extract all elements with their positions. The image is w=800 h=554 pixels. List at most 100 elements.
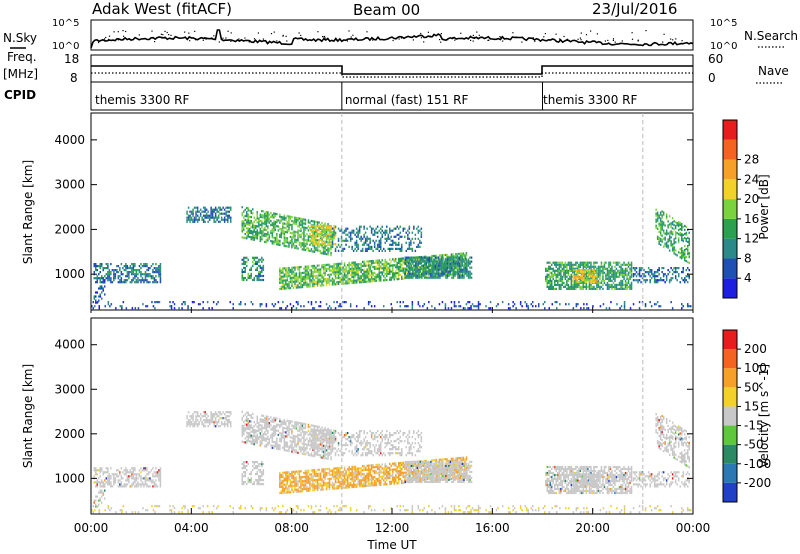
velocity-cell xyxy=(267,419,269,422)
power-cell xyxy=(276,233,278,236)
power-cell xyxy=(230,218,232,221)
power-cell xyxy=(315,301,317,304)
power-cell xyxy=(147,269,150,272)
velocity-cell xyxy=(244,467,246,470)
power-cell xyxy=(667,220,669,223)
noise-right-tick-top: 10^5 xyxy=(710,18,737,29)
power-cell xyxy=(453,269,456,272)
power-cell xyxy=(271,234,274,237)
velocity-cell xyxy=(252,465,254,468)
power-cell xyxy=(304,269,307,272)
velocity-cell xyxy=(246,431,248,434)
power-cell xyxy=(339,270,341,273)
power-cell xyxy=(98,273,100,276)
power-cell xyxy=(315,266,317,269)
power-cell xyxy=(617,263,619,266)
nsearch-point xyxy=(579,37,581,39)
power-cell xyxy=(95,269,97,272)
power-cell xyxy=(462,254,465,257)
power-cell xyxy=(564,273,567,276)
power-cell xyxy=(207,216,209,219)
velocity-cell xyxy=(137,485,139,488)
power-cell xyxy=(449,270,452,273)
power-cell xyxy=(354,271,356,274)
power-cell xyxy=(217,214,220,217)
power-cell xyxy=(346,227,349,230)
power-cell xyxy=(573,273,576,276)
power-cell xyxy=(682,279,684,282)
velocity-cell xyxy=(210,413,212,416)
power-cell xyxy=(288,219,290,222)
nsky-series-line xyxy=(90,29,694,49)
power-cell xyxy=(454,272,456,275)
power-cell xyxy=(364,239,367,242)
power-cell xyxy=(392,258,394,261)
power-cell xyxy=(609,279,612,282)
power-cell xyxy=(652,275,654,278)
velocity-cell xyxy=(246,423,248,426)
power-cell xyxy=(361,243,364,246)
power-cell xyxy=(328,241,331,244)
power-cell xyxy=(328,263,331,266)
power-cell xyxy=(650,271,653,274)
velocity-cell xyxy=(250,440,252,443)
power-cell xyxy=(294,216,296,219)
power-cell xyxy=(623,263,625,266)
power-cell xyxy=(343,229,346,232)
power-cell xyxy=(570,267,573,270)
velocity-cell xyxy=(95,467,97,470)
power-cell xyxy=(159,279,162,282)
velocity-cell xyxy=(125,467,127,470)
power-cell xyxy=(243,276,245,280)
power-cell xyxy=(596,277,598,280)
power-cell xyxy=(291,266,293,269)
power-cell xyxy=(463,268,465,271)
velocity-cell xyxy=(141,483,144,486)
power-cell xyxy=(193,301,195,304)
power-cell xyxy=(626,269,628,272)
velocity-cell xyxy=(119,483,121,486)
velocity-cell xyxy=(262,426,265,429)
power-cell xyxy=(105,273,107,276)
power-cell xyxy=(381,233,383,236)
velocity-cell xyxy=(243,467,245,470)
power-cell xyxy=(316,280,319,283)
power-cell xyxy=(611,269,613,272)
power-cell xyxy=(330,235,332,238)
velocity-cell xyxy=(244,461,246,464)
power-cell xyxy=(617,271,619,274)
power-cell xyxy=(331,235,334,238)
power-cell xyxy=(458,270,461,273)
nsearch-point xyxy=(282,34,284,36)
power-cell xyxy=(396,301,398,304)
velocity-cell xyxy=(268,440,271,443)
power-cell xyxy=(658,216,660,219)
power-cell xyxy=(132,273,135,276)
power-cell xyxy=(667,238,669,241)
power-cell xyxy=(653,271,656,274)
velocity-cell xyxy=(273,432,275,436)
power-cell xyxy=(339,264,341,267)
power-cell xyxy=(569,269,571,272)
power-cell xyxy=(668,223,671,226)
power-cell xyxy=(307,249,310,252)
power-cell xyxy=(304,267,307,270)
power-cell xyxy=(357,269,359,272)
power-cell xyxy=(313,229,316,232)
power-cell xyxy=(644,281,647,284)
power-cell xyxy=(655,303,657,306)
power-cell xyxy=(315,238,317,242)
power-cell xyxy=(425,256,428,259)
power-cell xyxy=(437,260,439,263)
velocity-cell xyxy=(152,475,154,478)
power-cell xyxy=(156,269,159,272)
power-cell xyxy=(310,235,313,238)
velocity-cell xyxy=(93,499,95,502)
power-cell xyxy=(131,307,134,310)
power-cell xyxy=(572,279,575,282)
power-cell xyxy=(315,229,317,232)
power-cell xyxy=(416,256,419,259)
velocity-cell xyxy=(131,483,133,486)
power-cell xyxy=(196,220,199,223)
velocity-cell xyxy=(252,442,254,445)
